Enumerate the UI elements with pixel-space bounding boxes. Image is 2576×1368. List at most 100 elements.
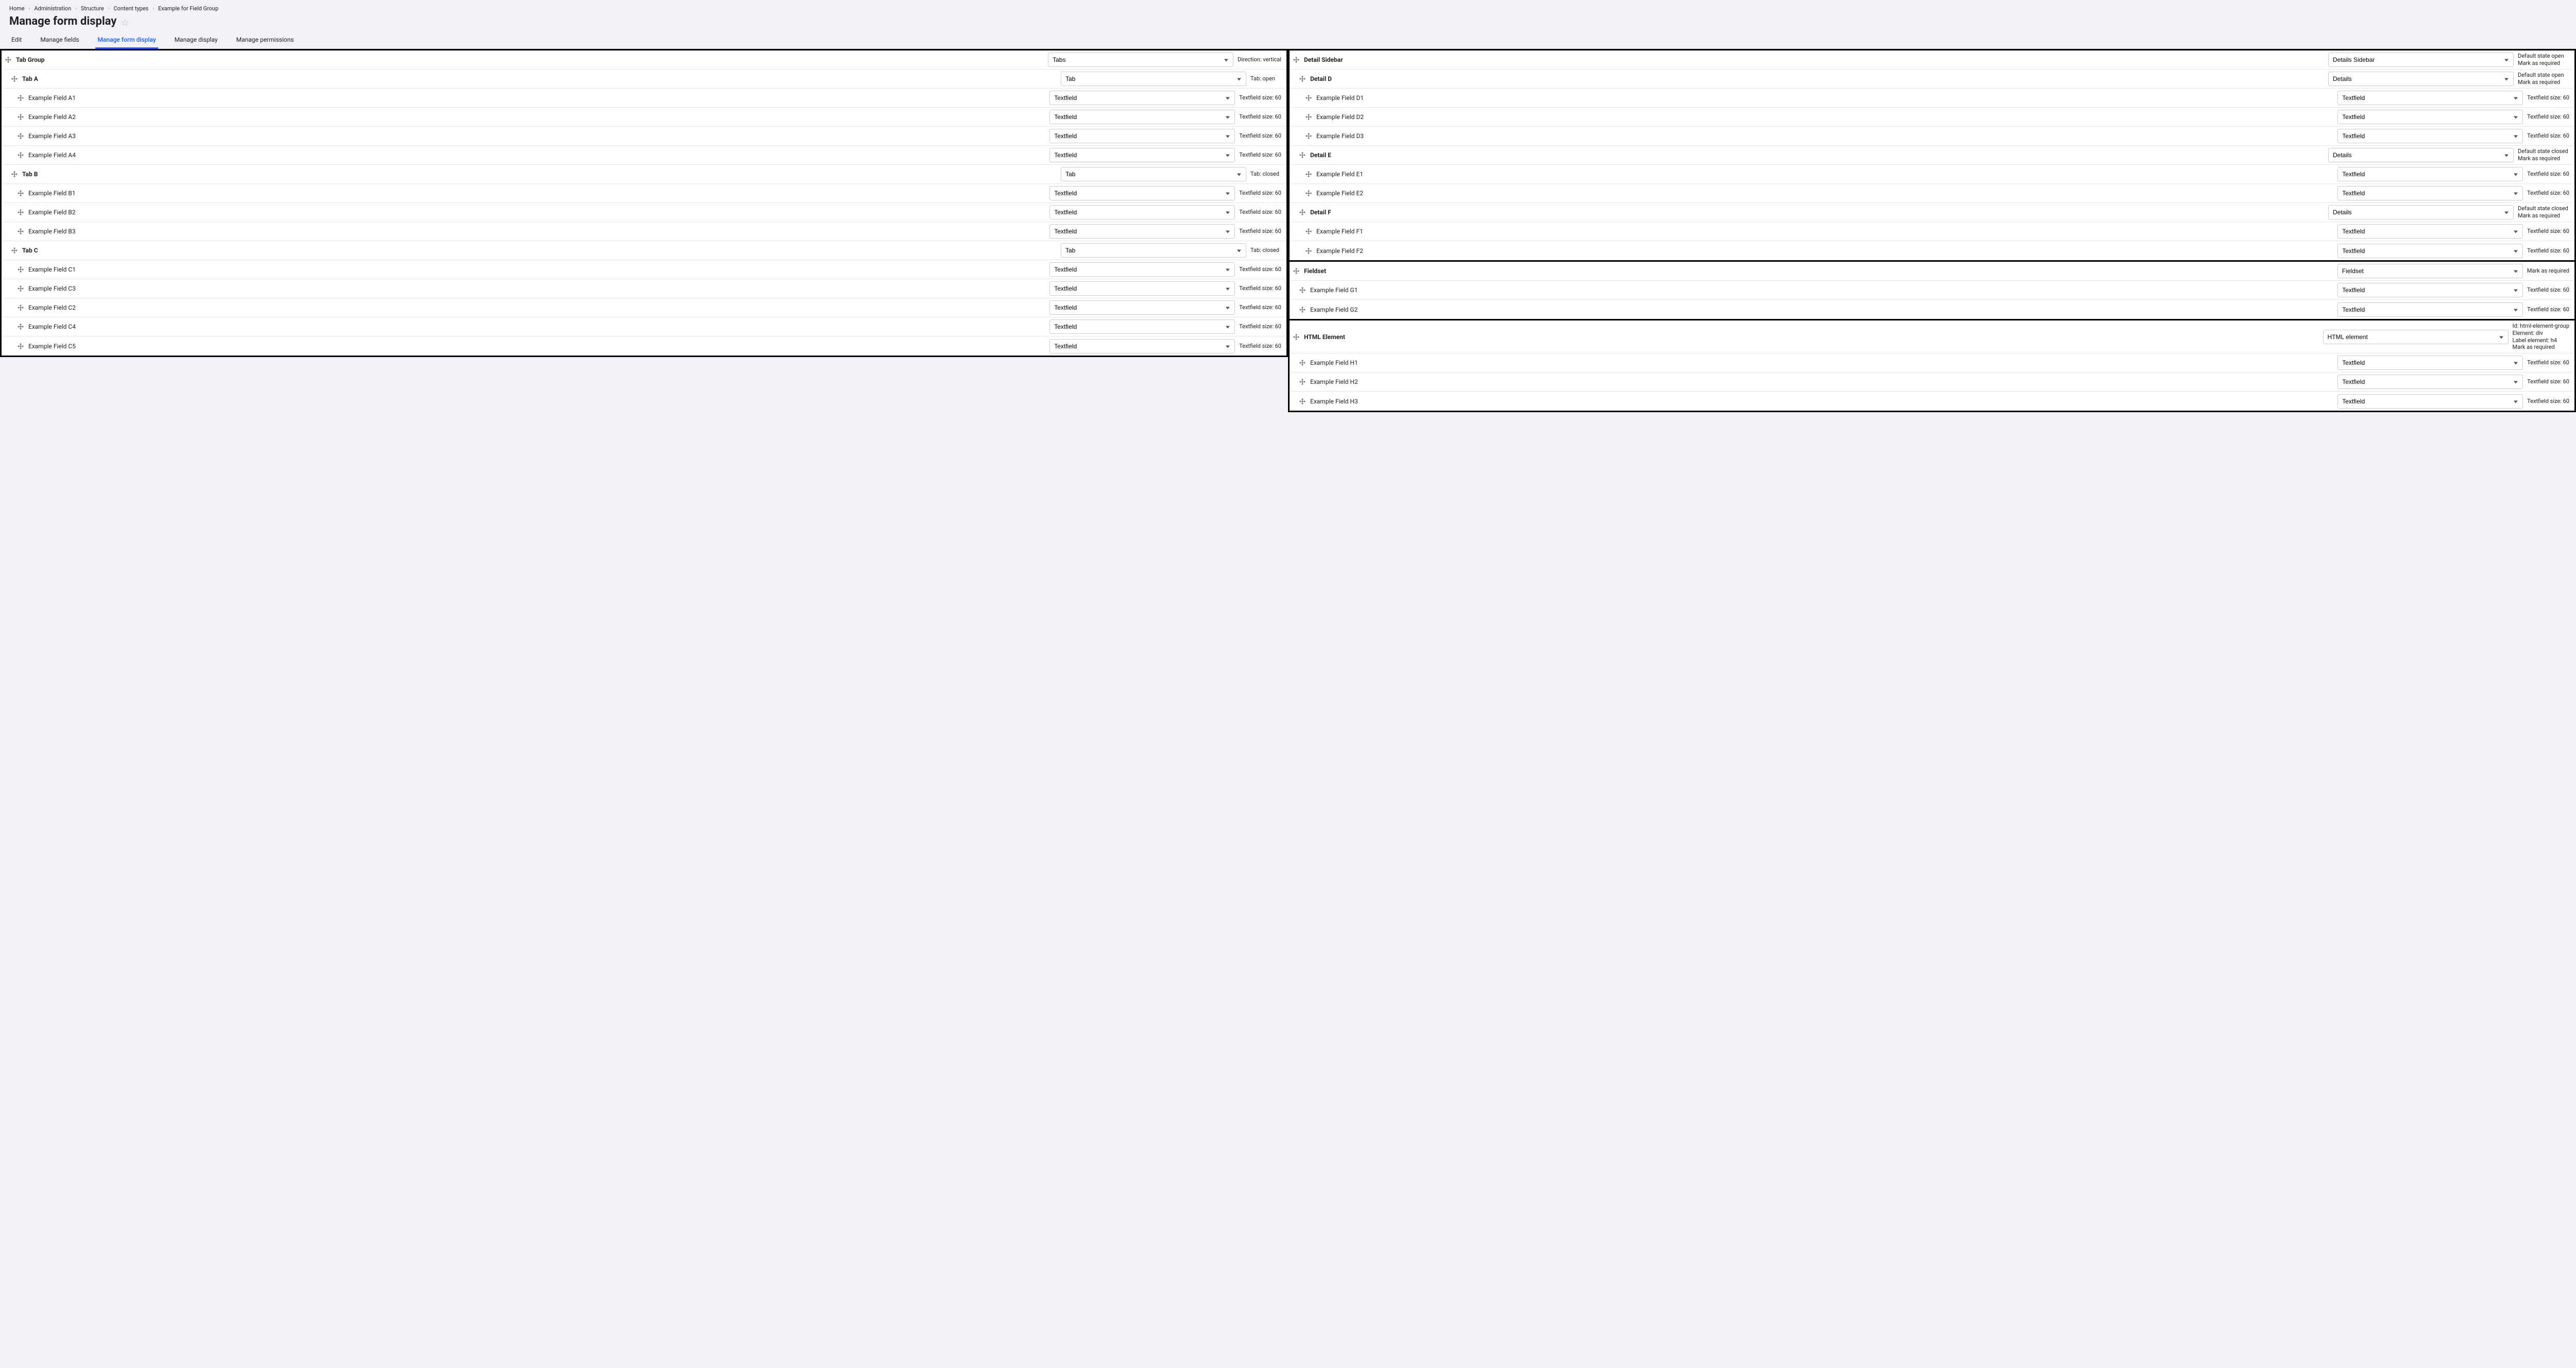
tab-manage-display[interactable]: Manage display [173,32,220,49]
drag-handle-icon[interactable] [1305,113,1312,121]
drag-handle-icon[interactable] [17,285,24,292]
field-row: Example Field D1TextfieldTextfield size:… [1290,89,2574,108]
field-row: Detail FDetailsDefault state closed Mark… [1290,203,2574,222]
widget-select[interactable]: Textfield [2337,283,2523,297]
drag-handle-icon[interactable] [1299,398,1306,405]
widget-select[interactable]: Textfield [1049,281,1235,296]
widget-select[interactable]: Textfield [2337,186,2523,200]
widget-select[interactable]: Textfield [1049,129,1235,143]
drag-handle-icon[interactable] [17,343,24,350]
breadcrumb-link[interactable]: Content types [113,5,148,12]
breadcrumb-link[interactable]: Administration [34,5,71,12]
drag-handle-icon[interactable] [1299,209,1306,216]
field-summary: Textfield size: 60 [2527,171,2569,178]
tab-manage-form-display[interactable]: Manage form display [95,32,158,49]
widget-select[interactable]: Fieldset [2337,264,2523,278]
field-row: Example Field D2TextfieldTextfield size:… [1290,108,2574,127]
drag-handle-icon[interactable] [11,247,18,254]
drag-handle-icon[interactable] [1293,333,1300,341]
field-label: Fieldset [1304,267,1326,275]
widget-select-wrap: Textfield [2337,244,2523,258]
drag-handle-icon[interactable] [1305,228,1312,235]
breadcrumb-link[interactable]: Home [9,5,25,12]
field-summary: Textfield size: 60 [2527,113,2569,121]
widget-select[interactable]: Details [2328,72,2514,86]
widget-select[interactable]: Textfield [1049,300,1235,315]
drag-handle-icon[interactable] [1299,151,1306,159]
widget-select[interactable]: Textfield [2337,394,2523,409]
breadcrumb-link[interactable]: Example for Field Group [158,5,218,12]
drag-handle-icon[interactable] [11,75,18,82]
field-row: Example Field E1TextfieldTextfield size:… [1290,165,2574,184]
widget-select[interactable]: Textfield [1049,339,1235,353]
drag-handle-icon[interactable] [17,323,24,330]
drag-handle-icon[interactable] [1299,75,1306,82]
drag-handle-icon[interactable] [1305,94,1312,102]
widget-select[interactable]: Tab [1061,72,1246,86]
widget-select[interactable]: Details [2328,205,2514,219]
field-summary: Textfield size: 60 [1239,323,1281,330]
widget-select[interactable]: Textfield [2337,129,2523,143]
widget-select[interactable]: Textfield [1049,186,1235,200]
drag-handle-icon[interactable] [1299,306,1306,313]
field-summary: Textfield size: 60 [1239,151,1281,159]
primary-tabs: Edit Manage fields Manage form display Mana… [0,32,2576,49]
drag-handle-icon[interactable] [1299,286,1306,294]
drag-handle-icon[interactable] [17,190,24,197]
widget-select[interactable]: Textfield [1049,91,1235,105]
field-label: Example Field E2 [1316,190,1363,197]
widget-select[interactable]: Tab [1061,243,1246,258]
drag-handle-icon[interactable] [1299,359,1306,366]
field-row: Example Field E2TextfieldTextfield size:… [1290,184,2574,203]
widget-select[interactable]: Textfield [2337,224,2523,239]
drag-handle-icon[interactable] [17,266,24,273]
drag-handle-icon[interactable] [1305,132,1312,140]
field-label: Example Field C5 [28,343,76,350]
field-label: Detail D [1310,75,1332,82]
widget-select[interactable]: Textfield [2337,167,2523,181]
widget-select-wrap: Textfield [2337,110,2523,124]
widget-select[interactable]: Textfield [2337,356,2523,370]
drag-handle-icon[interactable] [1305,247,1312,255]
drag-handle-icon[interactable] [17,94,24,102]
widget-select[interactable]: Details [2328,148,2514,162]
tab-manage-fields[interactable]: Manage fields [38,32,81,49]
widget-select[interactable]: Textfield [2337,110,2523,124]
drag-handle-icon[interactable] [17,304,24,311]
widget-select[interactable]: HTML element [2323,330,2509,344]
drag-handle-icon[interactable] [5,56,12,63]
drag-handle-icon[interactable] [1305,171,1312,178]
field-label: Tab C [22,247,38,254]
breadcrumb-link[interactable]: Structure [81,5,104,12]
widget-select[interactable]: Textfield [2337,91,2523,105]
widget-select[interactable]: Textfield [2337,302,2523,317]
drag-handle-icon[interactable] [1293,267,1300,275]
widget-select[interactable]: Textfield [2337,244,2523,258]
widget-select[interactable]: Tab [1061,167,1246,181]
widget-select-wrap: Textfield [1049,91,1235,105]
widget-select[interactable]: Textfield [1049,319,1235,334]
drag-handle-icon[interactable] [1299,378,1306,385]
drag-handle-icon[interactable] [11,171,18,178]
drag-handle-icon[interactable] [1293,56,1300,63]
favorite-star-icon[interactable]: ☆ [121,18,129,28]
tab-edit[interactable]: Edit [9,32,24,49]
widget-select[interactable]: Textfield [1049,224,1235,239]
widget-select[interactable]: Textfield [2337,375,2523,389]
drag-handle-icon[interactable] [17,132,24,140]
field-row: Detail SidebarDetails SidebarDefault sta… [1290,50,2574,70]
tab-manage-permissions[interactable]: Manage permissions [234,32,296,49]
widget-select[interactable]: Textfield [1049,205,1235,219]
widget-select[interactable]: Textfield [1049,148,1235,162]
widget-select[interactable]: Tabs [1048,53,1233,67]
drag-handle-icon[interactable] [1305,190,1312,197]
widget-select[interactable]: Textfield [1049,262,1235,277]
widget-select[interactable]: Details Sidebar [2328,53,2514,67]
drag-handle-icon[interactable] [17,113,24,121]
drag-handle-icon[interactable] [17,209,24,216]
field-row: Example Field C4TextfieldTextfield size:… [2,317,1286,336]
drag-handle-icon[interactable] [17,151,24,159]
drag-handle-icon[interactable] [17,228,24,235]
widget-select[interactable]: Textfield [1049,110,1235,124]
field-label: Example Field B1 [28,190,76,197]
